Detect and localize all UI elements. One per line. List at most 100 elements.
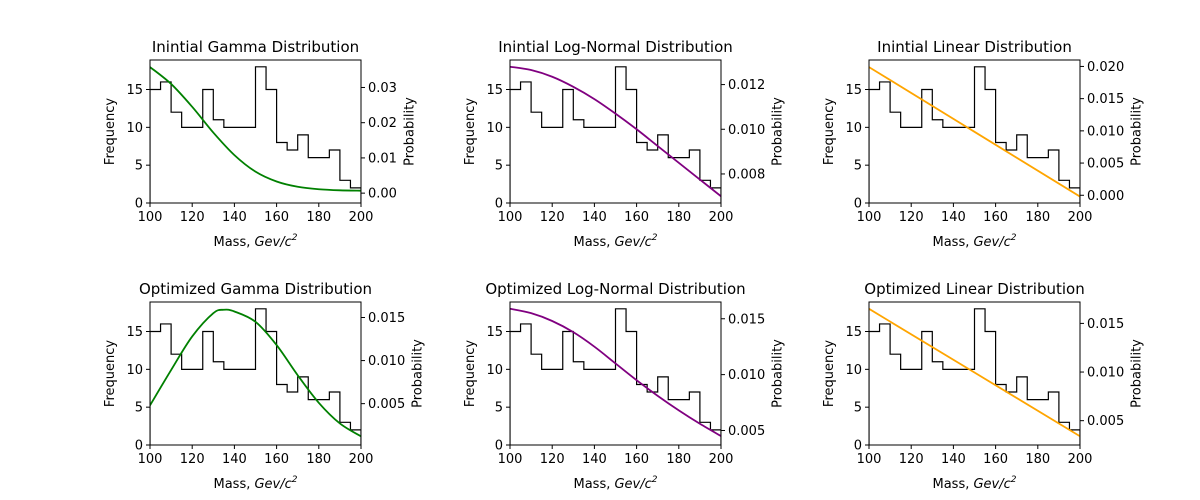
y-left-tick-label: 10: [126, 363, 143, 378]
x-tick-label: 180: [666, 210, 691, 225]
y-left-tick-label: 0: [495, 439, 503, 454]
y-right-tick-label: 0.010: [1087, 124, 1124, 139]
x-tick-label: 200: [709, 452, 734, 467]
chart-title: Optimized Log-Normal Distribution: [485, 280, 745, 298]
y-left-tick-label: 5: [854, 159, 862, 174]
x-tick-label: 120: [899, 210, 924, 225]
y-right-axis-label: Probability: [771, 97, 786, 166]
x-axis-label: Mass, Gev/c2: [213, 233, 297, 250]
y-right-axis-label: Probability: [402, 97, 417, 166]
chart-panel-5: 100 120 140 160 180 200 0 5 10 15 0.005 0.010 0.015 O…: [463, 280, 786, 492]
x-tick-label: 100: [498, 210, 523, 225]
y-left-tick-label: 10: [845, 121, 862, 136]
y-right-tick-label: 0.010: [368, 354, 405, 369]
histogram-series: [150, 308, 361, 445]
y-right-tick-label: 0.015: [1087, 317, 1124, 332]
x-axis-label: Mass, Gev/c2: [573, 233, 657, 250]
x-axis-label: Mass, Gev/c2: [573, 475, 657, 492]
chart-panel-3: 100 120 140 160 180 200 0 5 10 15 0.000 0.005 0.010 0…: [822, 38, 1145, 250]
x-tick-label: 140: [582, 452, 607, 467]
y-right-axis-label: Probability: [771, 339, 786, 408]
y-left-tick-label: 10: [486, 363, 503, 378]
y-right-axis-label: Probability: [1130, 97, 1145, 166]
y-left-axis-label: Frequency: [822, 98, 837, 165]
y-left-tick-label: 5: [135, 159, 143, 174]
x-tick-label: 120: [540, 210, 565, 225]
plot-frame: [149, 301, 362, 446]
probability-line: [150, 66, 361, 192]
y-right-tick-label: 0.008: [728, 167, 765, 182]
y-left-axis-label: Frequency: [463, 98, 478, 165]
probability-line: [150, 308, 361, 438]
y-left-tick-label: 5: [135, 401, 143, 416]
probability-line: [869, 66, 1080, 198]
y-right-axis-label: Probability: [411, 339, 426, 408]
x-tick-label: 160: [264, 210, 289, 225]
chart-title: Inintial Linear Distribution: [877, 38, 1072, 56]
y-right-axis-label: Probability: [1130, 339, 1145, 408]
histogram-series: [150, 66, 361, 203]
x-tick-label: 100: [857, 452, 882, 467]
x-tick-label: 180: [1025, 452, 1050, 467]
x-tick-label: 140: [222, 452, 247, 467]
histogram-series: [869, 308, 1080, 445]
x-tick-label: 100: [857, 210, 882, 225]
y-left-tick-label: 0: [854, 197, 862, 212]
x-tick-label: 100: [138, 452, 163, 467]
y-right-tick-label: 0.005: [728, 424, 765, 439]
chart-title: Optimized Gamma Distribution: [139, 280, 372, 298]
x-tick-label: 160: [983, 452, 1008, 467]
x-tick-label: 100: [138, 210, 163, 225]
x-tick-label: 180: [306, 210, 331, 225]
chart-title: Inintial Gamma Distribution: [152, 38, 359, 56]
histogram-series: [510, 66, 721, 203]
x-tick-label: 180: [306, 452, 331, 467]
histogram-series: [510, 308, 721, 445]
y-left-tick-label: 0: [854, 439, 862, 454]
plot-frame: [868, 301, 1081, 446]
y-left-axis-label: Frequency: [463, 340, 478, 407]
y-left-tick-label: 15: [126, 325, 143, 340]
x-tick-label: 120: [180, 210, 205, 225]
plot-frame: [868, 59, 1081, 204]
x-tick-label: 140: [222, 210, 247, 225]
x-tick-label: 140: [941, 452, 966, 467]
x-tick-label: 200: [1068, 210, 1093, 225]
y-left-axis-label: Frequency: [103, 340, 118, 407]
y-right-tick-label: 0.005: [1087, 157, 1124, 172]
x-axis-label: Mass, Gev/c2: [932, 475, 1016, 492]
y-left-tick-label: 10: [126, 121, 143, 136]
y-left-tick-label: 15: [845, 325, 862, 340]
y-right-tick-label: 0.005: [1087, 414, 1124, 429]
y-left-tick-label: 15: [486, 325, 503, 340]
histogram-series: [869, 66, 1080, 203]
probability-line: [510, 307, 721, 437]
chart-panel-1: 100 120 140 160 180 200 0 5 10 15 0.00 0.01 0.02 0.03…: [103, 38, 417, 250]
y-left-tick-label: 5: [495, 401, 503, 416]
x-axis-label: Mass, Gev/c2: [213, 475, 297, 492]
probability-line: [869, 308, 1080, 438]
y-right-tick-label: 0.01: [368, 151, 397, 166]
plot-frame: [509, 301, 722, 446]
y-left-tick-label: 15: [845, 83, 862, 98]
chart-panel-6: 100 120 140 160 180 200 0 5 10 15 0.005 0.010 0.015 O…: [822, 280, 1145, 492]
x-tick-label: 200: [349, 210, 374, 225]
y-right-tick-label: 0.000: [1087, 189, 1124, 204]
y-right-tick-label: 0.010: [728, 368, 765, 383]
y-left-tick-label: 0: [495, 197, 503, 212]
y-right-tick-label: 0.02: [368, 116, 397, 131]
y-left-tick-label: 0: [135, 439, 143, 454]
x-axis-label: Mass, Gev/c2: [932, 233, 1016, 250]
y-right-tick-label: 0.010: [728, 123, 765, 138]
y-right-tick-label: 0.012: [728, 78, 765, 93]
x-tick-label: 200: [1068, 452, 1093, 467]
x-tick-label: 160: [983, 210, 1008, 225]
y-right-tick-label: 0.005: [368, 397, 405, 412]
y-right-tick-label: 0.010: [1087, 366, 1124, 381]
chart-panel-4: 100 120 140 160 180 200 0 5 10 15 0.005 0.010 0.015 O…: [103, 280, 426, 492]
y-right-tick-label: 0.015: [728, 312, 765, 327]
y-right-tick-label: 0.015: [368, 311, 405, 326]
chart-title: Optimized Linear Distribution: [864, 280, 1084, 298]
probability-line: [510, 65, 721, 198]
